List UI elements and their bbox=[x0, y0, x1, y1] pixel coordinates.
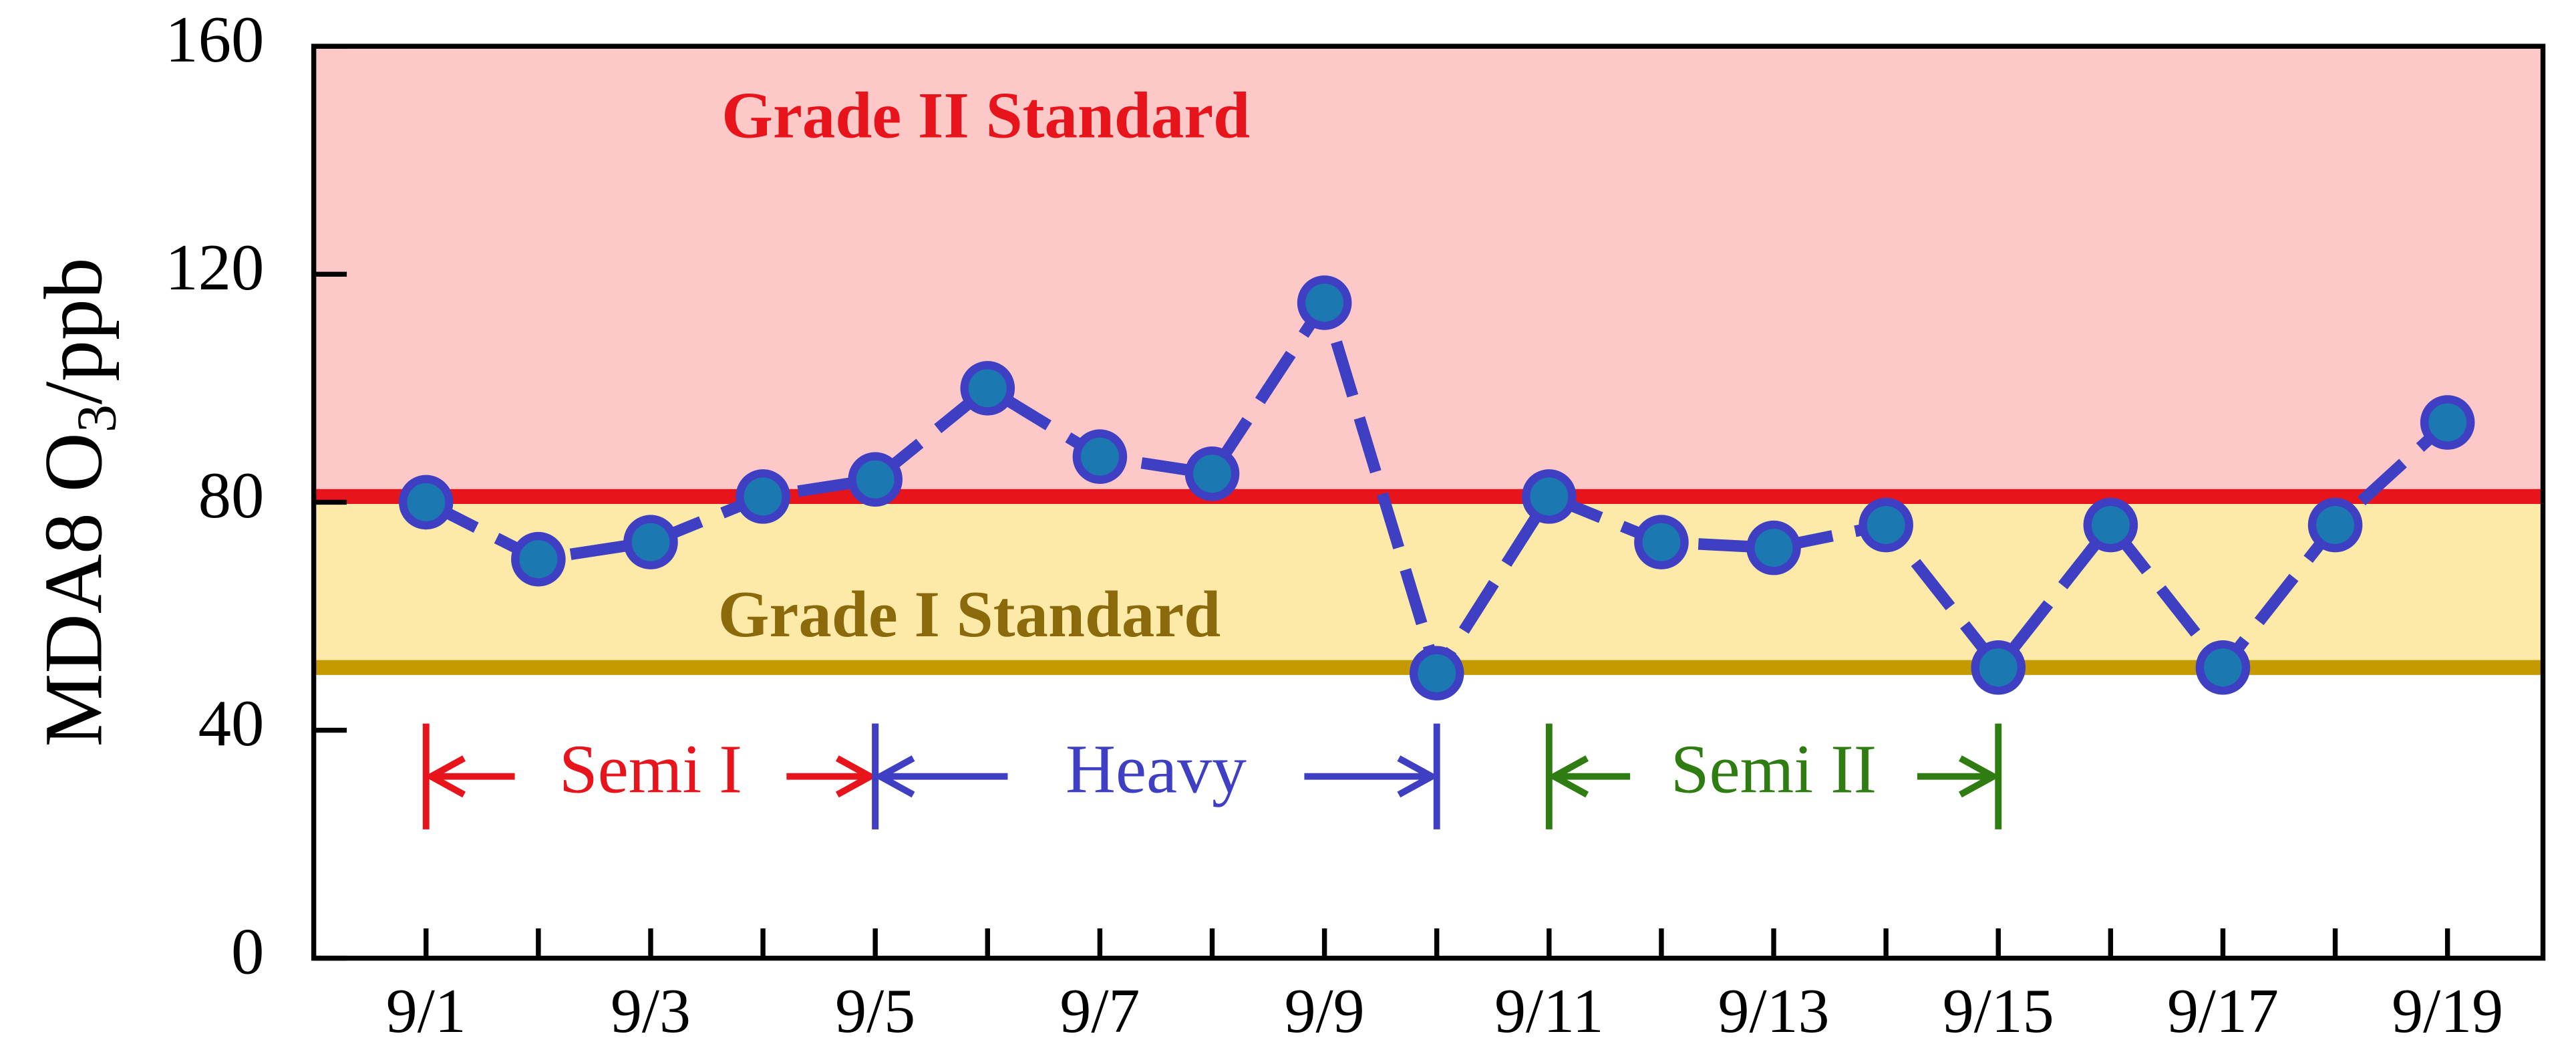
bands bbox=[313, 46, 2543, 668]
period-arrowhead bbox=[835, 755, 878, 798]
x-tick-label: 9/17 bbox=[2167, 976, 2279, 1046]
x-tick-label: 9/9 bbox=[1285, 976, 1365, 1046]
data-point bbox=[960, 361, 1015, 416]
data-point bbox=[2307, 497, 2363, 553]
standard-label: Grade II Standard bbox=[721, 80, 1250, 152]
data-point bbox=[398, 475, 454, 530]
data-point bbox=[1409, 646, 1464, 701]
standard-label: Grade I Standard bbox=[718, 578, 1221, 651]
period-label: Heavy bbox=[1066, 731, 1247, 808]
period-arrowhead bbox=[1547, 755, 1589, 798]
x-tick-label: 9/3 bbox=[611, 976, 691, 1046]
data-point bbox=[2083, 497, 2138, 553]
y-tick-label: 80 bbox=[198, 459, 265, 532]
standard-band bbox=[313, 46, 2543, 497]
y-tick-label: 0 bbox=[231, 915, 264, 988]
period-arrowhead bbox=[1397, 755, 1439, 798]
data-point bbox=[1297, 275, 1352, 330]
x-tick-label: 9/7 bbox=[1060, 976, 1140, 1046]
y-label-subscript: 3 bbox=[66, 404, 128, 432]
period-label: Semi I bbox=[559, 731, 742, 808]
x-tick-label: 9/11 bbox=[1494, 976, 1603, 1046]
period-arrowhead bbox=[873, 755, 915, 798]
x-tick-label: 9/13 bbox=[1718, 976, 1830, 1046]
y-tick-label: 160 bbox=[165, 3, 264, 76]
data-point bbox=[2195, 640, 2251, 695]
data-point bbox=[511, 531, 566, 587]
data-point bbox=[1634, 515, 1689, 569]
period-label: Semi II bbox=[1671, 731, 1877, 808]
y-label-main: MDA8 O bbox=[28, 432, 120, 747]
x-tick-label: 9/1 bbox=[386, 976, 466, 1046]
data-point bbox=[1072, 429, 1128, 484]
period-arrowhead bbox=[424, 755, 466, 798]
x-tick-label: 9/5 bbox=[835, 976, 915, 1046]
data-point bbox=[1971, 640, 2026, 695]
data-point bbox=[2420, 395, 2475, 450]
y-tick-label: 120 bbox=[165, 231, 264, 304]
x-tick-label: 9/19 bbox=[2392, 976, 2503, 1046]
period-arrowhead bbox=[1959, 755, 2001, 798]
x-tick-label: 9/15 bbox=[1943, 976, 2054, 1046]
data-point bbox=[848, 452, 903, 507]
data-point bbox=[1184, 446, 1240, 501]
data-point bbox=[736, 469, 790, 524]
y-axis-label: MDA8 O3/ppb bbox=[28, 257, 128, 747]
y-label-suffix: /ppb bbox=[28, 257, 120, 404]
data-point bbox=[1522, 469, 1577, 524]
data-point bbox=[1859, 497, 1913, 553]
y-tick-label: 40 bbox=[198, 687, 265, 760]
data-point bbox=[623, 515, 678, 569]
data-point bbox=[1746, 520, 1801, 575]
